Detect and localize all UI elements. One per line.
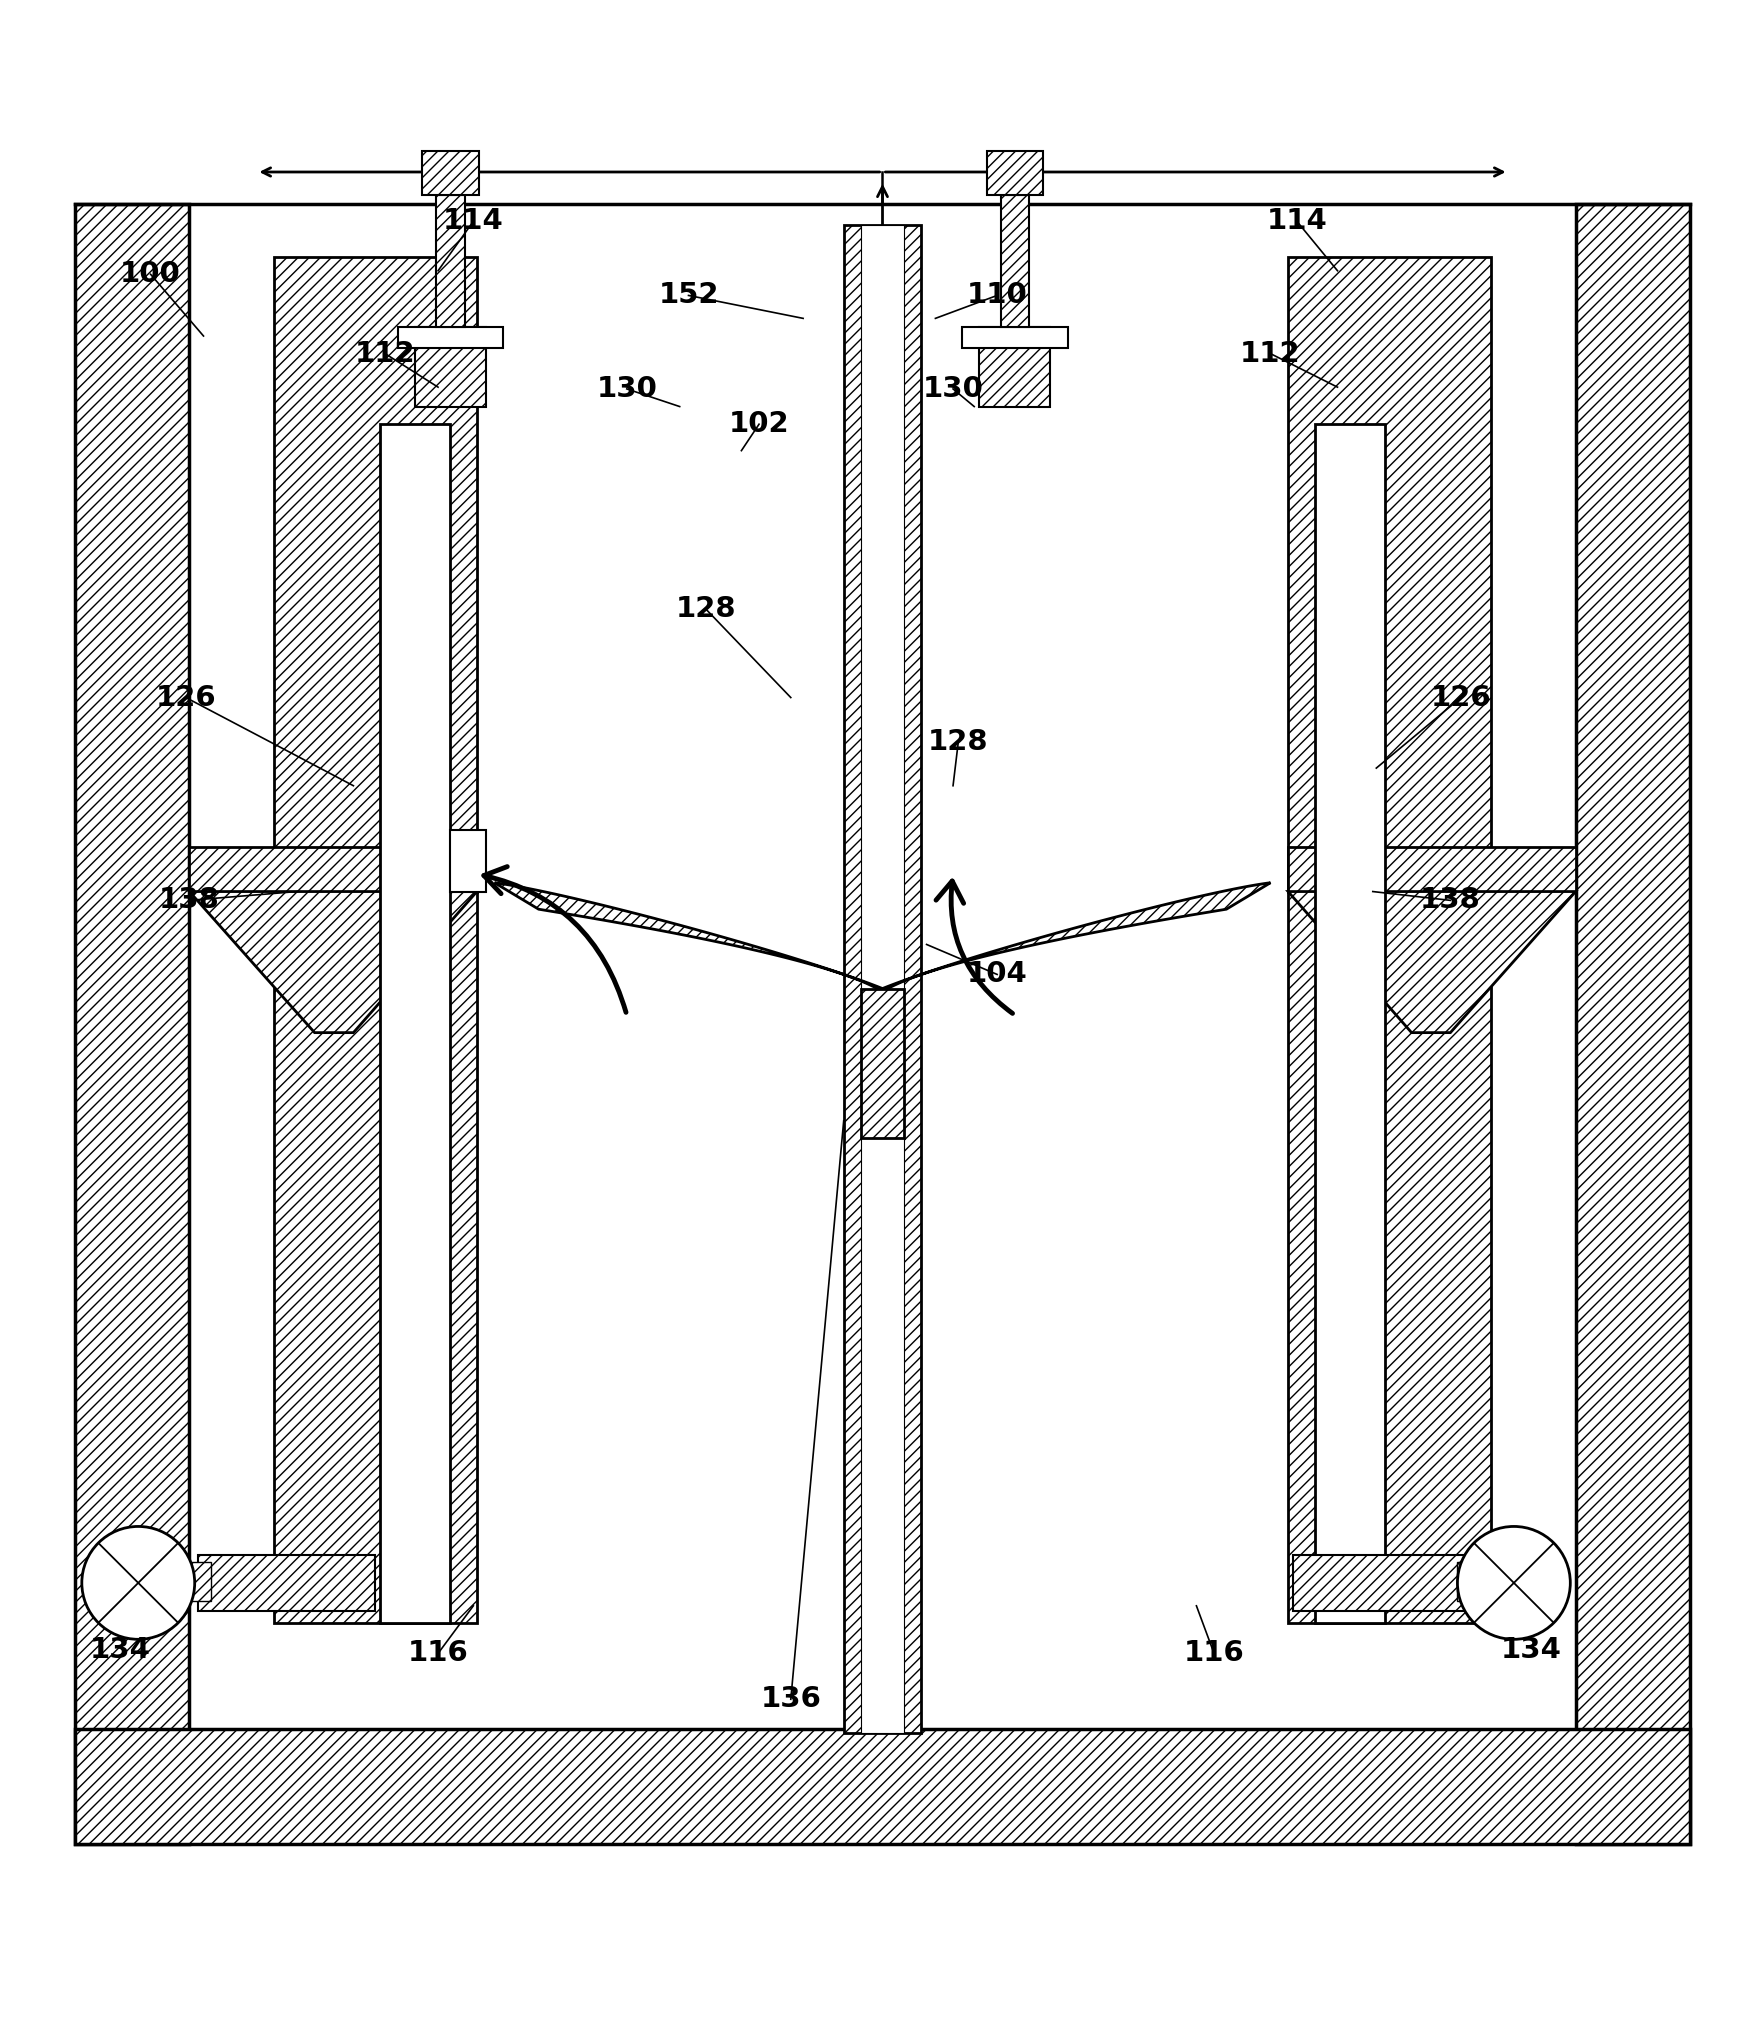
Bar (450, 830, 485, 891)
Bar (843, 225, 921, 1734)
Text: 116: 116 (1184, 1640, 1244, 1667)
Bar (273, 256, 476, 1624)
Text: 134: 134 (1499, 1636, 1561, 1665)
Bar (1293, 1555, 1469, 1612)
Polygon shape (494, 883, 882, 989)
FancyArrowPatch shape (935, 881, 1013, 1013)
Text: 114: 114 (1267, 207, 1327, 235)
Text: 130: 130 (923, 376, 983, 402)
Bar (1575, 203, 1690, 1843)
Bar (422, 150, 478, 195)
FancyArrowPatch shape (483, 867, 626, 1013)
Text: 100: 100 (120, 260, 182, 288)
Bar (1314, 424, 1385, 1624)
Bar (861, 225, 903, 1734)
Bar (74, 1730, 1690, 1843)
Text: 126: 126 (155, 684, 215, 713)
Bar (379, 424, 450, 1624)
Text: 130: 130 (596, 376, 656, 402)
Text: 112: 112 (1240, 339, 1300, 367)
Text: 138: 138 (159, 887, 220, 914)
Polygon shape (1288, 891, 1575, 1033)
Bar (1457, 1561, 1478, 1600)
Bar (198, 1555, 374, 1612)
Text: 116: 116 (407, 1640, 467, 1667)
Bar (397, 327, 503, 349)
Circle shape (1457, 1527, 1570, 1640)
Circle shape (81, 1527, 194, 1640)
Text: 136: 136 (760, 1685, 820, 1713)
Text: 114: 114 (443, 207, 503, 235)
Bar (1000, 195, 1028, 327)
Bar (1288, 847, 1575, 891)
Text: 138: 138 (1420, 887, 1480, 914)
Bar (961, 327, 1067, 349)
Bar (861, 989, 903, 1139)
Bar (189, 1561, 210, 1600)
Bar (74, 203, 189, 1843)
Text: 112: 112 (355, 339, 415, 367)
Text: 102: 102 (729, 410, 789, 438)
Text: 128: 128 (928, 727, 988, 755)
Text: 128: 128 (676, 595, 736, 623)
Bar (979, 327, 1050, 406)
Text: 110: 110 (967, 282, 1027, 309)
Bar (189, 847, 476, 891)
Bar (986, 150, 1043, 195)
Bar (1288, 256, 1491, 1624)
Text: 104: 104 (967, 960, 1027, 989)
Polygon shape (189, 891, 476, 1033)
Bar (415, 327, 485, 406)
Text: 126: 126 (1431, 684, 1491, 713)
Text: 152: 152 (658, 282, 718, 309)
Bar (436, 195, 464, 327)
Text: 134: 134 (90, 1636, 152, 1665)
Polygon shape (882, 883, 1270, 989)
